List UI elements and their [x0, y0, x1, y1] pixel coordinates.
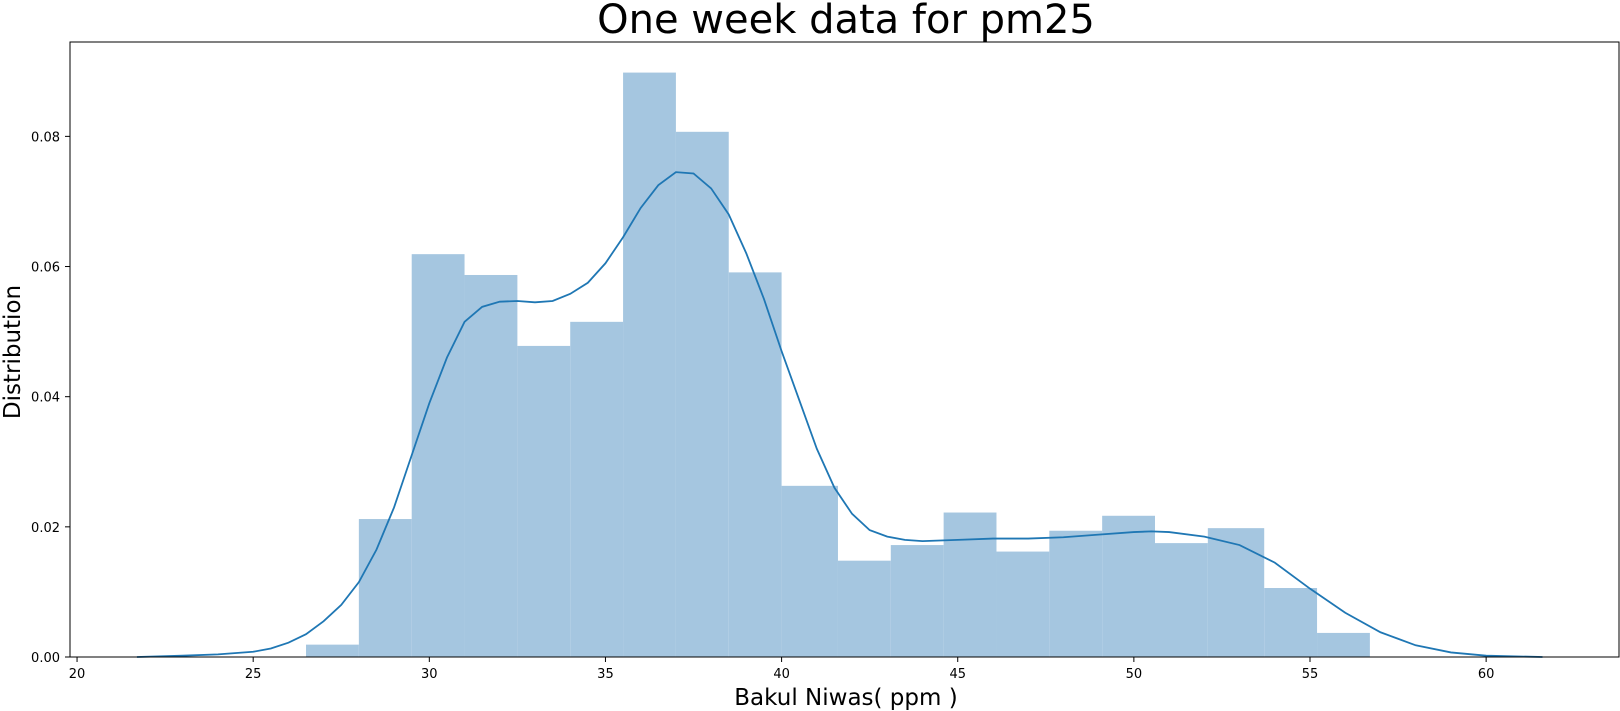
- histogram-bar: [1155, 543, 1208, 657]
- histogram-bar: [1317, 632, 1370, 657]
- y-axis-label: Distribution: [0, 285, 26, 419]
- y-tick-label: 0.08: [31, 130, 60, 145]
- x-tick-label: 55: [1302, 667, 1319, 682]
- x-tick-label: 45: [949, 667, 966, 682]
- x-tick-label: 25: [245, 667, 262, 682]
- chart-title: One week data for pm25: [597, 0, 1095, 43]
- plot-frame: [69, 41, 1620, 658]
- histogram-bar: [890, 545, 944, 657]
- x-axis-label: Bakul Niwas( ppm ): [734, 685, 957, 711]
- histogram-bar: [1102, 515, 1155, 657]
- x-tick-label: 60: [1478, 667, 1495, 682]
- histogram-bar: [837, 560, 891, 657]
- x-tick-label: 50: [1126, 667, 1143, 682]
- x-axis: 20 25 30 35 40 45 50 55 60: [69, 657, 1495, 682]
- histogram-bar: [1049, 530, 1103, 657]
- x-tick-label: 30: [421, 667, 438, 682]
- y-tick-label: 0.04: [31, 391, 60, 406]
- x-tick-label: 35: [597, 667, 614, 682]
- histogram-bar: [1207, 528, 1265, 657]
- kde-curve: [136, 171, 1543, 658]
- histogram-bar: [517, 345, 571, 657]
- histogram-bar: [996, 551, 1050, 657]
- histogram-bar: [1264, 588, 1318, 657]
- y-tick-label: 0.02: [31, 521, 60, 536]
- histogram-bar: [623, 72, 676, 658]
- y-tick-label: 0.00: [31, 651, 60, 666]
- y-axis: 0.00 0.02 0.04 0.06 0.08: [31, 130, 70, 666]
- histogram-bars: [306, 72, 1370, 658]
- histogram-bar: [781, 485, 838, 657]
- histogram-bar: [675, 131, 729, 658]
- y-tick-label: 0.06: [31, 261, 60, 276]
- histogram-bar: [306, 644, 359, 657]
- x-tick-label: 40: [773, 667, 790, 682]
- histogram-bar: [943, 512, 997, 657]
- histogram-bar: [411, 254, 465, 657]
- histogram-bar: [570, 321, 624, 657]
- histogram-bar: [464, 274, 518, 657]
- x-tick-label: 20: [69, 667, 86, 682]
- histogram-bar: [728, 272, 782, 657]
- histogram-bar: [358, 519, 412, 657]
